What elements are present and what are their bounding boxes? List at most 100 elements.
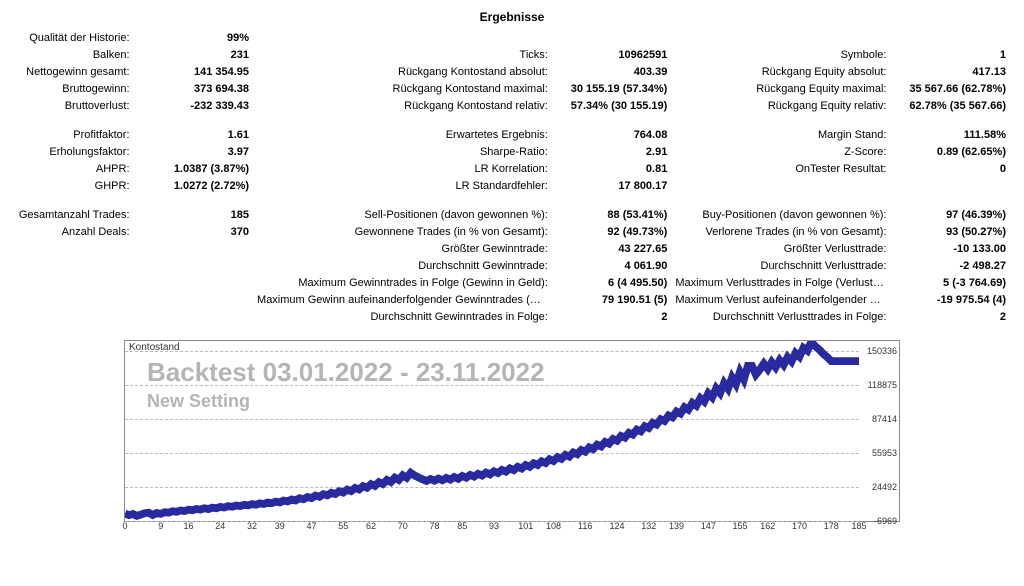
stat-label: Erholungsfaktor: <box>14 144 134 161</box>
equity-line <box>125 342 859 516</box>
table-row: Anzahl Deals:370Gewonnene Trades (in % v… <box>14 224 1010 241</box>
table-row: Durchschnitt Gewinntrade:4 061.90Durchsc… <box>14 258 1010 275</box>
table-row: Profitfaktor:1.61Erwartetes Ergebnis:764… <box>14 127 1010 144</box>
page-title: Ergebnisse <box>14 10 1010 24</box>
stat-value: 0.89 (62.65%) <box>890 144 1010 161</box>
stat-value: 1.0272 (2.72%) <box>134 178 254 195</box>
x-axis-label: 147 <box>701 521 716 531</box>
x-axis-label: 62 <box>366 521 376 531</box>
stat-label <box>14 292 134 309</box>
stat-label: Balken: <box>14 47 134 64</box>
stat-value: 3.97 <box>134 144 254 161</box>
y-axis-label: 87414 <box>872 414 897 424</box>
stat-value: 0 <box>890 161 1010 178</box>
table-row: Erholungsfaktor:3.97Sharpe-Ratio:2.91Z-S… <box>14 144 1010 161</box>
stat-value: -2 498.27 <box>890 258 1010 275</box>
x-axis-label: 93 <box>489 521 499 531</box>
stat-label: LR Korrelation: <box>253 161 552 178</box>
stat-label: Qualität der Historie: <box>14 30 134 47</box>
equity-chart: Kontostand Backtest 03.01.2022 - 23.11.2… <box>124 340 900 522</box>
stat-label <box>671 178 890 195</box>
stat-value: 6 (4 495.50) <box>552 275 672 292</box>
stat-label: Größter Verlusttrade: <box>671 241 890 258</box>
y-axis-label: 55953 <box>872 448 897 458</box>
stat-value: 764.08 <box>552 127 672 144</box>
y-axis-label: 24492 <box>872 482 897 492</box>
stat-label: Durchschnitt Gewinntrade: <box>253 258 552 275</box>
stat-label: Anzahl Deals: <box>14 224 134 241</box>
y-axis-label: -6969 <box>874 516 897 526</box>
table-row: Maximum Gewinn aufeinanderfolgender Gewi… <box>14 292 1010 309</box>
stat-value <box>890 30 1010 47</box>
stat-label: Maximum Gewinntrades in Folge (Gewinn in… <box>253 275 552 292</box>
stat-value: 17 800.17 <box>552 178 672 195</box>
stat-label: Maximum Verlust aufeinanderfolgender Ver… <box>671 292 890 309</box>
stat-value: 93 (50.27%) <box>890 224 1010 241</box>
stat-label <box>14 275 134 292</box>
stat-label: Bruttoverlust: <box>14 98 134 115</box>
table-row: Balken:231Ticks:10962591Symbole:1 <box>14 47 1010 64</box>
stat-label: Durchschnitt Verlusttrade: <box>671 258 890 275</box>
stat-label <box>671 30 890 47</box>
y-axis-label: 150336 <box>867 346 897 356</box>
stat-label: Gewonnene Trades (in % von Gesamt): <box>253 224 552 241</box>
stat-value <box>134 241 254 258</box>
stat-label: Margin Stand: <box>671 127 890 144</box>
stat-value: 111.58% <box>890 127 1010 144</box>
x-axis-label: 16 <box>183 521 193 531</box>
x-axis-label: 55 <box>338 521 348 531</box>
stat-value <box>552 30 672 47</box>
stat-label: Erwartetes Ergebnis: <box>253 127 552 144</box>
stat-value: 79 190.51 (5) <box>552 292 672 309</box>
stat-label: Rückgang Kontostand absolut: <box>253 64 552 81</box>
stat-label: Rückgang Equity relativ: <box>671 98 890 115</box>
x-axis-label: 132 <box>641 521 656 531</box>
x-axis-label: 101 <box>518 521 533 531</box>
stat-value: -10 133.00 <box>890 241 1010 258</box>
table-row: AHPR:1.0387 (3.87%)LR Korrelation:0.81On… <box>14 161 1010 178</box>
x-axis-label: 24 <box>215 521 225 531</box>
stat-value: 2 <box>890 309 1010 326</box>
stat-value: 373 694.38 <box>134 81 254 98</box>
stats-table: Qualität der Historie:99%Balken:231Ticks… <box>14 30 1010 326</box>
stat-label <box>253 30 552 47</box>
stat-value: -232 339.43 <box>134 98 254 115</box>
x-axis-label: 47 <box>306 521 316 531</box>
stat-value: 88 (53.41%) <box>552 207 672 224</box>
stat-value: 1.0387 (3.87%) <box>134 161 254 178</box>
stat-label: Z-Score: <box>671 144 890 161</box>
x-axis-label: 170 <box>792 521 807 531</box>
stat-label: Ticks: <box>253 47 552 64</box>
y-axis-label: 118875 <box>868 380 897 390</box>
x-axis-label: 39 <box>275 521 285 531</box>
stat-value: 62.78% (35 567.66) <box>890 98 1010 115</box>
stat-value: 4 061.90 <box>552 258 672 275</box>
table-row <box>14 115 1010 127</box>
stat-label: LR Standardfehler: <box>253 178 552 195</box>
stat-label: Maximum Verlusttrades in Folge (Verlust … <box>671 275 890 292</box>
stat-value: 10962591 <box>552 47 672 64</box>
stat-label: Nettogewinn gesamt: <box>14 64 134 81</box>
x-axis-label: 85 <box>457 521 467 531</box>
stat-label <box>14 241 134 258</box>
stat-label: OnTester Resultat: <box>671 161 890 178</box>
stat-label: Profitfaktor: <box>14 127 134 144</box>
x-axis-label: 116 <box>578 521 592 531</box>
stat-value: 141 354.95 <box>134 64 254 81</box>
stat-label: Buy-Positionen (davon gewonnen %): <box>671 207 890 224</box>
stat-label: Gesamtanzahl Trades: <box>14 207 134 224</box>
stat-value <box>134 309 254 326</box>
x-axis-label: 139 <box>669 521 684 531</box>
x-axis-label: 185 <box>851 521 866 531</box>
stat-value: 2 <box>552 309 672 326</box>
stat-value <box>134 292 254 309</box>
stat-label: Sell-Positionen (davon gewonnen %): <box>253 207 552 224</box>
table-row <box>14 195 1010 207</box>
stat-value: 0.81 <box>552 161 672 178</box>
stat-value: 57.34% (30 155.19) <box>552 98 672 115</box>
table-row: Nettogewinn gesamt:141 354.95Rückgang Ko… <box>14 64 1010 81</box>
stat-label: Sharpe-Ratio: <box>253 144 552 161</box>
stat-value: 99% <box>134 30 254 47</box>
stat-label <box>14 309 134 326</box>
x-axis-label: 124 <box>609 521 624 531</box>
